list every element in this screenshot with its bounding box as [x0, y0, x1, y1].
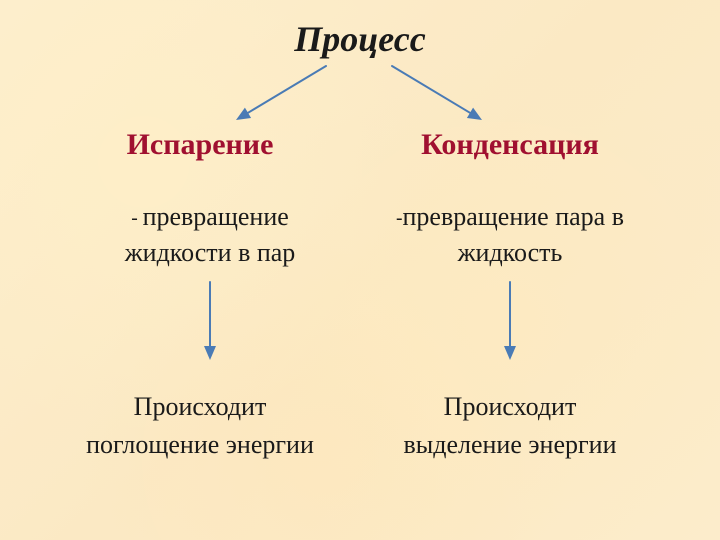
- diagram-title: Процесс: [0, 18, 720, 60]
- result-line1: Происходит: [50, 388, 350, 426]
- dash-prefix: -: [131, 208, 142, 229]
- result-line2: выделение энергии: [360, 426, 660, 464]
- branch-label-evaporation: Испарение: [70, 128, 330, 162]
- branch-description-condensation: -превращение пара в жидкость: [370, 200, 650, 270]
- result-line2: поглощение энергии: [50, 426, 350, 464]
- branch-description-evaporation: - превращение жидкости в пар: [80, 200, 340, 270]
- branch-label-condensation: Конденсация: [380, 128, 640, 162]
- branch-result-condensation: Происходит выделение энергии: [360, 388, 660, 464]
- description-text: превращение пара в жидкость: [403, 202, 624, 267]
- description-text: превращение жидкости в пар: [125, 202, 296, 267]
- branch-result-evaporation: Происходит поглощение энергии: [50, 388, 350, 464]
- result-line1: Происходит: [360, 388, 660, 426]
